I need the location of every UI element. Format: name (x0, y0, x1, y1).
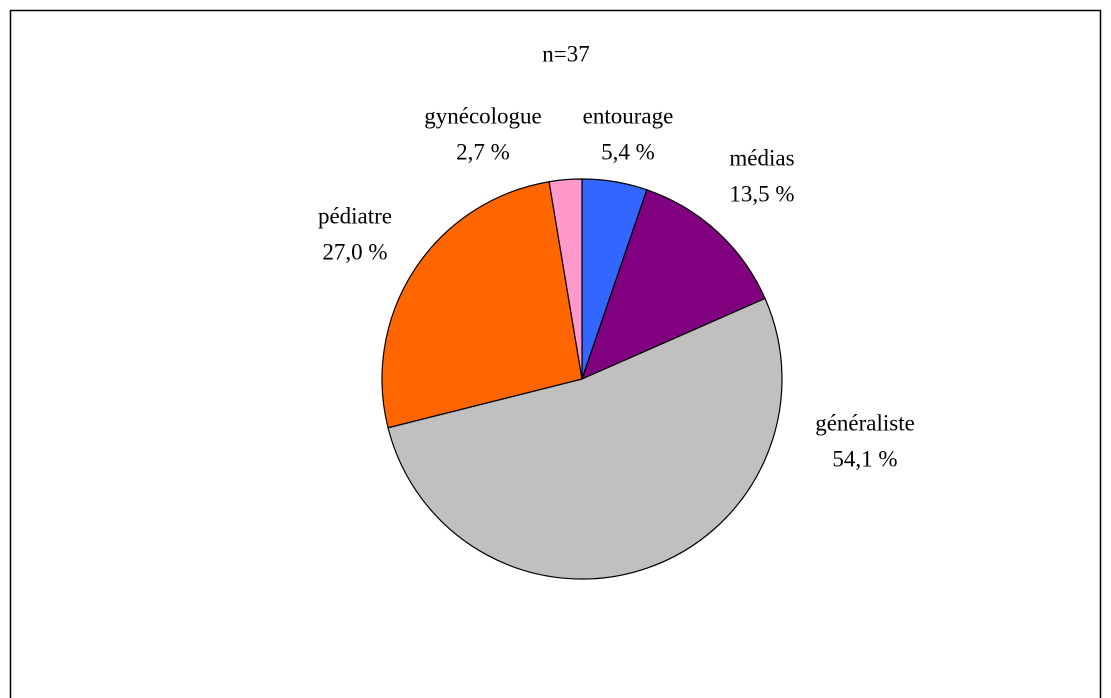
slice-label: pédiatre (318, 203, 392, 228)
pie-slice (381, 181, 583, 429)
slice-value-label: 13,5 % (729, 181, 794, 206)
slice-value-label: 27,0 % (322, 239, 387, 264)
slice-label: entourage (583, 103, 674, 128)
slice-label: médias (729, 145, 794, 170)
slice-value-label: 2,7 % (456, 139, 510, 164)
slice-value-label: 5,4 % (601, 139, 655, 164)
slice-label: gynécologue (424, 103, 542, 128)
chart-frame (9, 9, 1102, 698)
pie-slice (387, 297, 783, 580)
chart-title: n=37 (542, 41, 589, 66)
pie-slice (548, 178, 583, 380)
pie-slice (580, 189, 766, 381)
slice-label: généraliste (815, 410, 915, 435)
slice-value-label: 54,1 % (832, 446, 897, 471)
